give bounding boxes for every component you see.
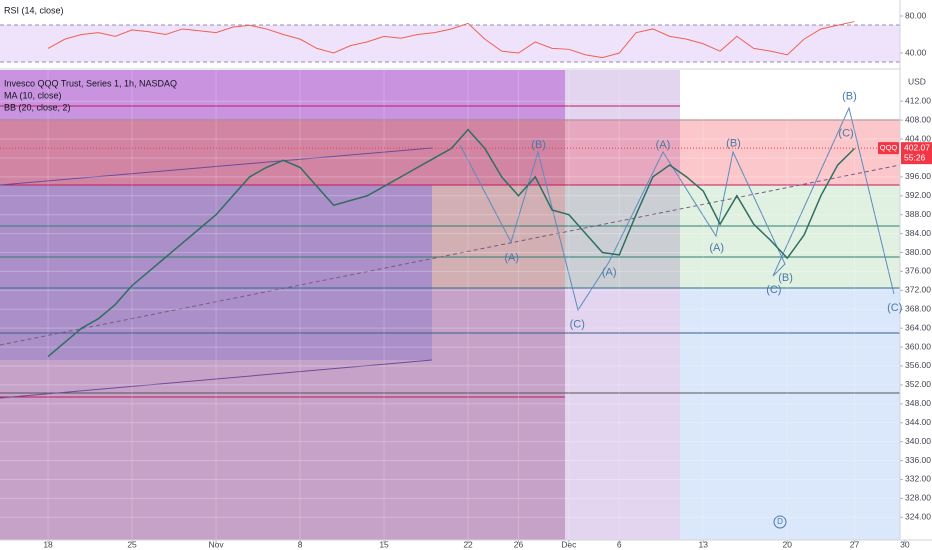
wave-label: (A) (709, 242, 724, 254)
x-tick-label: Nov (208, 539, 224, 549)
y-tick-label: 356.00 (905, 360, 931, 370)
x-tick-label: 18 (43, 539, 53, 549)
last-price-label: 402.07 (904, 142, 930, 152)
y-tick-label: 344.00 (905, 417, 931, 427)
price-axis (900, 0, 932, 550)
y-tick-label: 396.00 (905, 171, 931, 181)
y-tick-label: 380.00 (905, 247, 931, 257)
price-line (47, 128, 855, 358)
rsi-line (47, 21, 855, 59)
y-tick-label: 360.00 (905, 341, 931, 351)
y-tick-label: 328.00 (905, 493, 931, 503)
wave-label: (A) (504, 252, 519, 264)
chart-title: Invesco QQQ Trust, Series 1, 1h, NASDAQ (4, 78, 177, 88)
y-tick-label: 324.00 (905, 512, 931, 522)
y-tick-label: 352.00 (905, 379, 931, 389)
y-tick-label: 368.00 (905, 304, 931, 314)
rsi-title: RSI (14, close) (4, 5, 64, 15)
y-tick-label: 404.00 (905, 133, 931, 143)
wave-label: (B) (531, 139, 546, 151)
y-tick-label: 408.00 (905, 114, 931, 124)
x-tick-label: 15 (379, 539, 389, 549)
wave-label: (C) (838, 127, 853, 139)
x-tick-label: 8 (298, 539, 303, 549)
zone (432, 185, 565, 288)
marker: D (777, 517, 783, 526)
indicator-label: MA (10, close) (4, 90, 62, 100)
x-tick-label: 6 (617, 539, 622, 549)
wave-label: (C) (570, 318, 585, 330)
marker-circle (773, 515, 787, 529)
y-tick-label: 340.00 (905, 436, 931, 446)
rsi-tick-label: 80.00 (905, 10, 927, 20)
wave-label: (B) (726, 138, 741, 150)
symbol-label: QQQ (880, 143, 898, 152)
wave-label: (B) (842, 90, 857, 102)
y-tick-label: 388.00 (905, 209, 931, 219)
y-tick-label: 332.00 (905, 474, 931, 484)
channel-line (0, 147, 433, 186)
currency-label: USD (908, 76, 926, 86)
y-tick-label: 376.00 (905, 266, 931, 276)
wave-label: (C) (887, 302, 902, 314)
x-tick-label: 30 (900, 539, 910, 549)
y-tick-label: 348.00 (905, 398, 931, 408)
wave-label: (A) (656, 139, 671, 151)
x-tick-label: 22 (463, 539, 473, 549)
trend-line (0, 164, 901, 346)
symbol-tag (878, 142, 899, 155)
x-tick-label: Dec (561, 539, 577, 549)
y-tick-label: 364.00 (905, 322, 931, 332)
last-price-tag (901, 142, 932, 165)
zone (0, 70, 565, 120)
zone (0, 120, 900, 185)
wave-label: (C) (766, 284, 781, 296)
countdown-label: 55:26 (904, 152, 926, 162)
x-tick-label: 20 (783, 539, 793, 549)
x-tick-label: 13 (699, 539, 709, 549)
x-tick-label: 25 (127, 539, 137, 549)
levels (0, 105, 901, 399)
y-tick-label: 336.00 (905, 455, 931, 465)
rsi-tick-label: 40.00 (905, 47, 927, 57)
wave-label: (A) (602, 266, 617, 278)
wave-label: (B) (778, 272, 793, 284)
y-tick-label: 372.00 (905, 285, 931, 295)
wave-lines (459, 106, 895, 312)
x-tick-label: 26 (514, 539, 524, 549)
y-tick-label: 392.00 (905, 190, 931, 200)
y-tick-label: 384.00 (905, 228, 931, 238)
rsi-band (0, 25, 900, 62)
indicator-label: BB (20, close, 2) (4, 102, 71, 112)
x-tick-label: 27 (850, 539, 860, 549)
channel-line (0, 359, 433, 399)
y-tick-label: 412.00 (905, 95, 931, 105)
zone (680, 288, 900, 540)
